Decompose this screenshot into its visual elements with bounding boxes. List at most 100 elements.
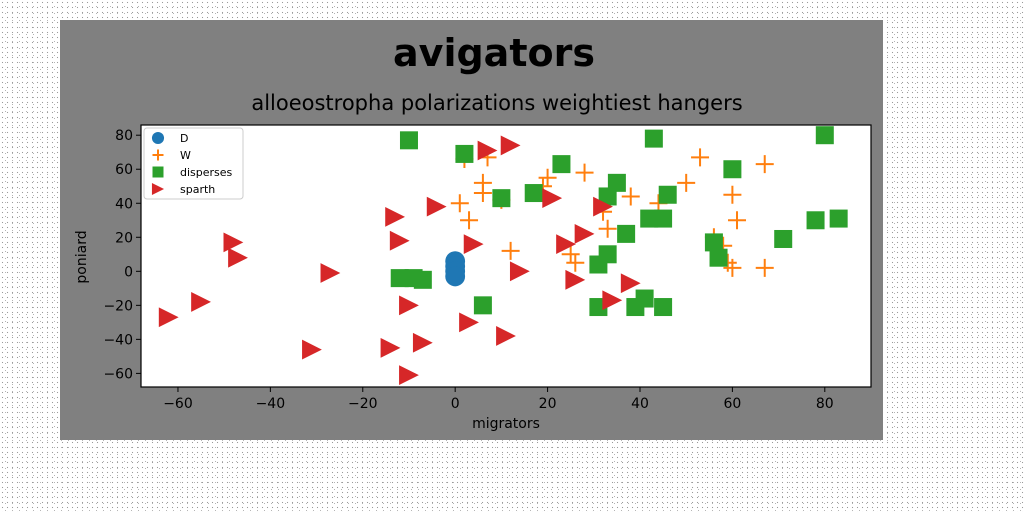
y-tick-label: 60 bbox=[115, 162, 133, 178]
data-point bbox=[658, 185, 677, 204]
data-point bbox=[607, 173, 626, 192]
data-point bbox=[677, 173, 696, 192]
data-point bbox=[191, 292, 211, 312]
y-tick-label: −20 bbox=[103, 298, 133, 314]
data-point bbox=[390, 269, 409, 288]
data-point bbox=[593, 196, 613, 217]
data-point bbox=[492, 189, 511, 208]
data-point bbox=[644, 129, 663, 148]
data-point bbox=[542, 188, 563, 209]
data-point bbox=[552, 155, 571, 174]
legend-marker bbox=[152, 149, 164, 161]
data-point bbox=[477, 140, 498, 161]
y-tick-label: 0 bbox=[124, 264, 133, 280]
data-point bbox=[635, 289, 654, 308]
data-point bbox=[223, 232, 244, 253]
legend-marker bbox=[151, 131, 165, 145]
data-point bbox=[389, 230, 410, 251]
x-tick-label: 80 bbox=[816, 396, 834, 412]
legend-label: sparth bbox=[180, 183, 215, 196]
data-point bbox=[654, 209, 673, 228]
series-d bbox=[445, 251, 466, 287]
data-point bbox=[709, 248, 728, 267]
data-point bbox=[723, 185, 742, 204]
data-point bbox=[459, 312, 479, 333]
data-point bbox=[413, 270, 432, 289]
data-point bbox=[575, 163, 594, 182]
data-point bbox=[538, 168, 557, 187]
data-point bbox=[561, 245, 580, 264]
data-point bbox=[426, 196, 447, 217]
data-point bbox=[566, 253, 585, 272]
x-tick-label: −60 bbox=[163, 396, 193, 412]
data-point bbox=[806, 211, 825, 230]
data-point bbox=[509, 261, 530, 282]
data-point bbox=[691, 148, 710, 167]
data-point bbox=[473, 296, 492, 315]
data-point bbox=[473, 184, 492, 203]
data-point bbox=[654, 298, 673, 317]
axis-ticks: −60 −40 −20 0 20 40 60 80 −60 −40 −20 0 20 40 60 80 bbox=[103, 128, 833, 412]
plot-area bbox=[141, 125, 871, 387]
data-point bbox=[496, 326, 516, 346]
x-tick-label: −40 bbox=[256, 396, 286, 412]
chart-figure: avigators alloeostropha polarizations we… bbox=[60, 20, 883, 440]
data-point bbox=[640, 209, 659, 228]
data-point bbox=[302, 339, 322, 360]
legend-label: disperses bbox=[180, 166, 233, 179]
legend-marker bbox=[152, 166, 164, 178]
data-point bbox=[565, 269, 586, 290]
data-point bbox=[617, 224, 636, 243]
x-tick-label: 20 bbox=[539, 396, 557, 412]
data-point bbox=[228, 247, 248, 268]
data-point bbox=[385, 206, 406, 227]
data-point bbox=[450, 194, 469, 213]
data-point bbox=[723, 258, 742, 277]
x-tick-label: 60 bbox=[723, 396, 741, 412]
y-axis-label: poniard bbox=[74, 230, 90, 283]
y-tick-label: 20 bbox=[115, 230, 133, 246]
data-point bbox=[620, 273, 641, 294]
series-sparth bbox=[158, 135, 641, 385]
data-marks bbox=[158, 126, 848, 385]
data-point bbox=[399, 365, 419, 385]
x-tick-label: 0 bbox=[451, 396, 460, 412]
data-point bbox=[829, 209, 848, 228]
y-tick-label: −40 bbox=[103, 332, 133, 348]
data-point bbox=[380, 337, 401, 358]
data-point bbox=[704, 233, 723, 252]
series-disperses bbox=[390, 126, 848, 317]
scatter-chart: avigators alloeostropha polarizations we… bbox=[74, 31, 872, 432]
data-point bbox=[774, 229, 793, 248]
data-point bbox=[399, 295, 419, 316]
y-tick-label: −60 bbox=[103, 366, 133, 382]
data-point bbox=[320, 263, 341, 283]
data-point bbox=[755, 258, 774, 277]
data-point bbox=[621, 187, 640, 206]
data-point bbox=[598, 245, 617, 264]
data-point bbox=[755, 155, 774, 174]
chart-title: avigators bbox=[393, 31, 595, 75]
data-point bbox=[463, 234, 484, 254]
data-point bbox=[723, 160, 742, 179]
data-point bbox=[500, 135, 521, 156]
data-point bbox=[598, 219, 617, 238]
data-point bbox=[412, 332, 433, 353]
plot-frame bbox=[140, 124, 872, 388]
data-point bbox=[815, 126, 834, 145]
data-point bbox=[501, 241, 520, 260]
legend-frame bbox=[143, 127, 244, 200]
legend-label: D bbox=[180, 132, 188, 145]
x-axis-label: migrators bbox=[472, 416, 540, 432]
data-point bbox=[574, 223, 595, 244]
data-point bbox=[728, 211, 747, 230]
y-tick-label: 40 bbox=[115, 196, 133, 212]
data-point bbox=[455, 144, 474, 163]
x-tick-label: −20 bbox=[348, 396, 378, 412]
x-tick-label: 40 bbox=[631, 396, 649, 412]
data-point bbox=[602, 290, 623, 311]
chart-subtitle: alloeostropha polarizations weightiest h… bbox=[251, 91, 742, 115]
data-point bbox=[524, 184, 543, 203]
y-tick-label: 80 bbox=[115, 128, 133, 144]
